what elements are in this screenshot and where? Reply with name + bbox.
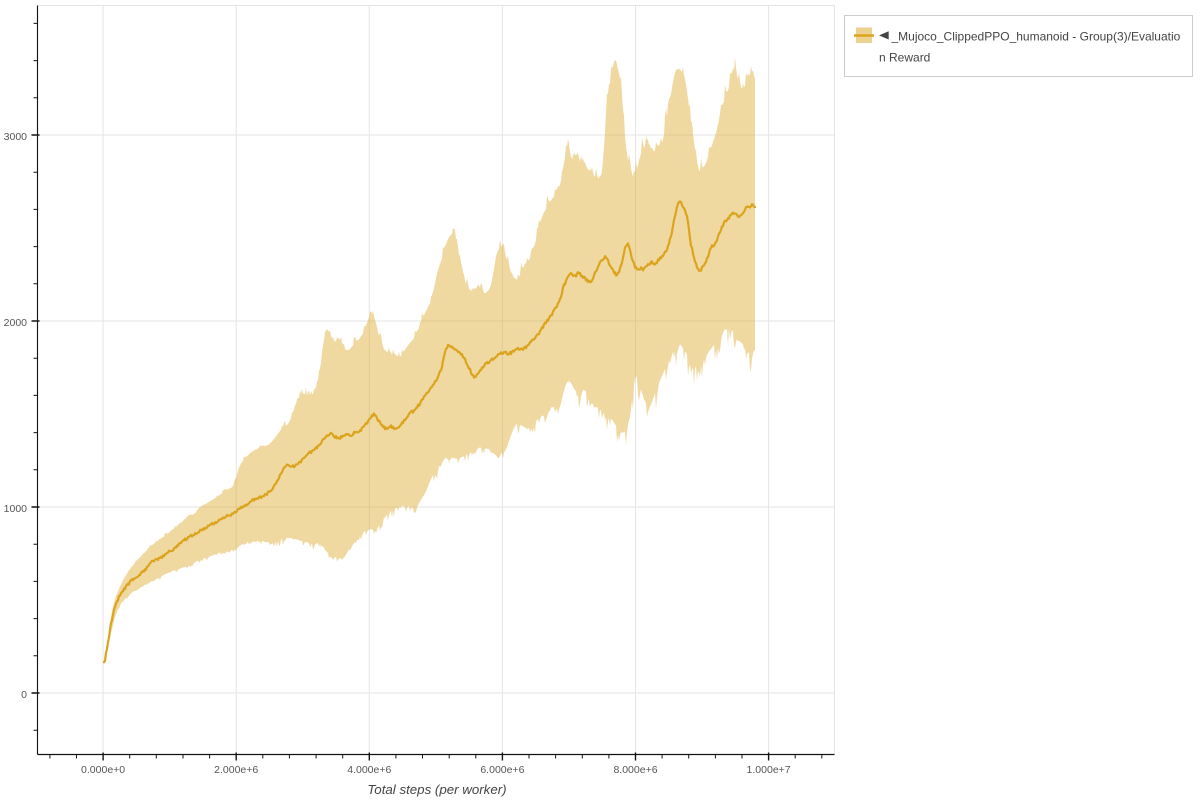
svg-text:2.000e+6: 2.000e+6 <box>214 764 258 776</box>
svg-text:_Mujoco_ClippedPPO_humanoid -: _Mujoco_ClippedPPO_humanoid - Group(3)/E… <box>891 30 1181 44</box>
svg-text:0.000e+0: 0.000e+0 <box>81 764 125 776</box>
svg-text:1.000e+7: 1.000e+7 <box>747 764 791 776</box>
svg-text:4.000e+6: 4.000e+6 <box>347 764 391 776</box>
svg-text:3000: 3000 <box>4 131 28 143</box>
svg-text:n Reward: n Reward <box>879 50 930 64</box>
svg-text:1000: 1000 <box>4 503 28 515</box>
svg-text:6.000e+6: 6.000e+6 <box>480 764 524 776</box>
svg-text:0: 0 <box>21 689 27 701</box>
svg-text:8.000e+6: 8.000e+6 <box>613 764 657 776</box>
svg-text:2000: 2000 <box>4 317 28 329</box>
svg-text:Total steps (per worker): Total steps (per worker) <box>367 782 506 797</box>
